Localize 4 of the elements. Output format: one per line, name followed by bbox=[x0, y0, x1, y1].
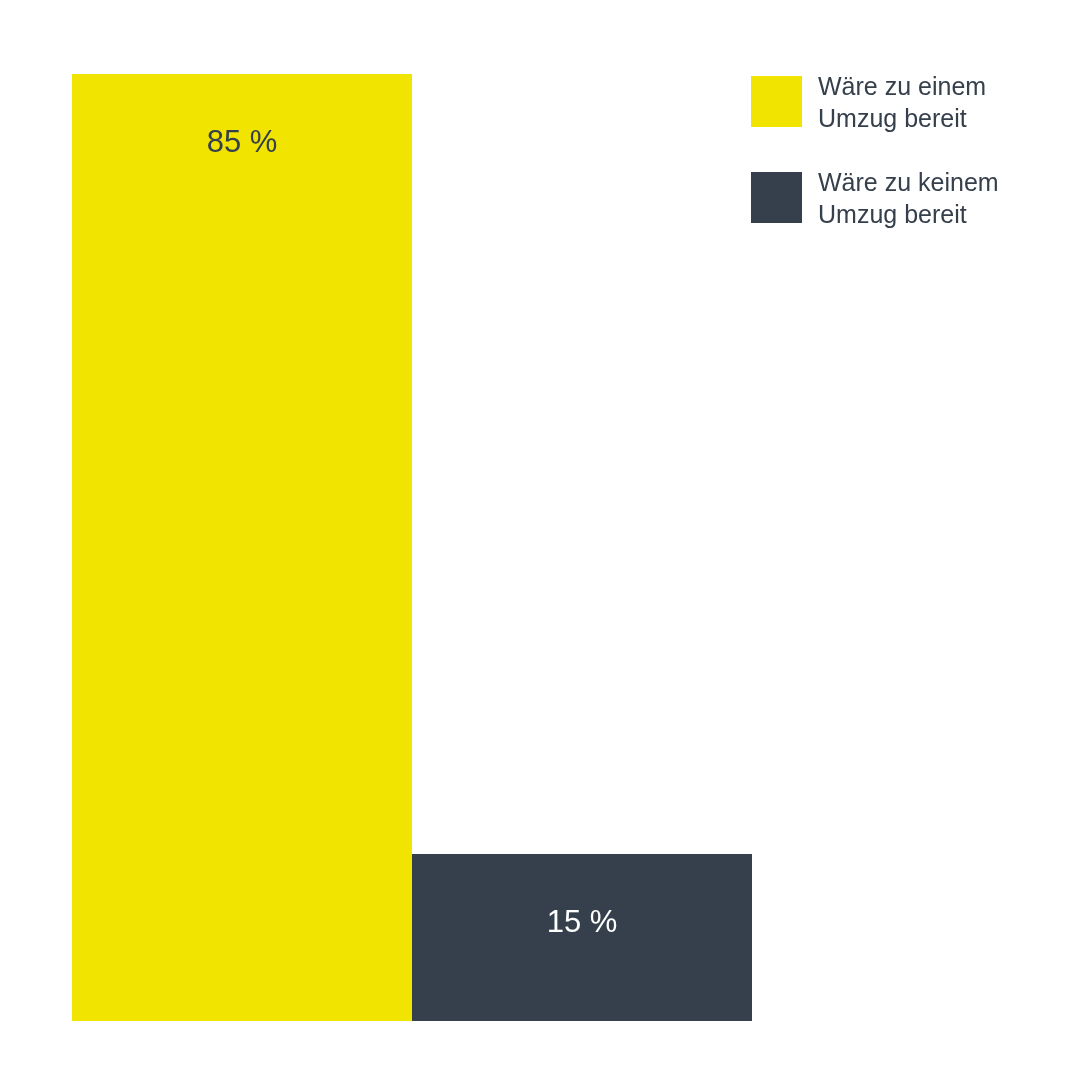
data-label: 15 % bbox=[546, 903, 618, 939]
data-label: 85 % bbox=[206, 124, 278, 159]
legend-label: Wäre zu einem Umzug bereit bbox=[818, 71, 988, 134]
legend-label: Wäre zu keinem Umzug bereit bbox=[818, 167, 1000, 230]
